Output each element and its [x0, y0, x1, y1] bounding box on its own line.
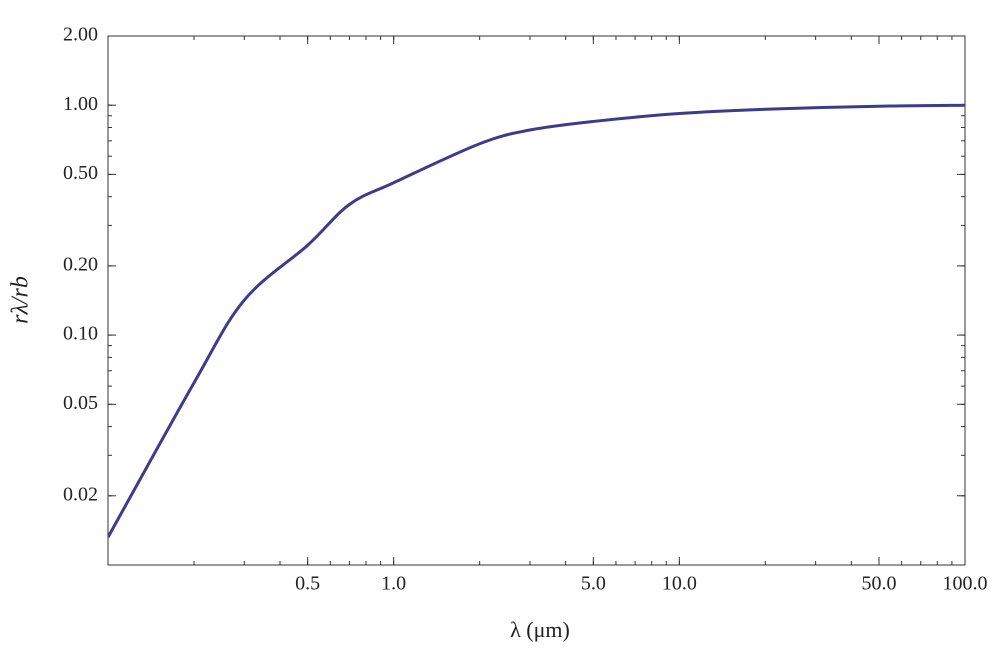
x-tick-label: 100.0: [943, 573, 988, 595]
x-axis-label: λ (μm): [510, 617, 570, 642]
y-tick-label: 0.10: [63, 323, 98, 345]
y-tick-label: 2.00: [63, 24, 98, 46]
y-tick-label: 0.20: [63, 253, 98, 275]
plot-frame: [107, 35, 966, 566]
y-axis-label: rλ/rb: [8, 276, 34, 324]
y-tick-label: 0.02: [63, 483, 98, 505]
x-tick-label: 10.0: [662, 573, 697, 595]
x-tick-label: 1.0: [381, 573, 406, 595]
x-tick-label: 5.0: [581, 573, 606, 595]
x-tick-label: 50.0: [862, 573, 897, 595]
y-tick-label: 0.50: [63, 162, 98, 184]
x-tick-label: 0.5: [295, 573, 320, 595]
y-tick-label: 1.00: [63, 93, 98, 115]
y-tick-label: 0.05: [63, 392, 98, 414]
data-line: [108, 103, 965, 539]
